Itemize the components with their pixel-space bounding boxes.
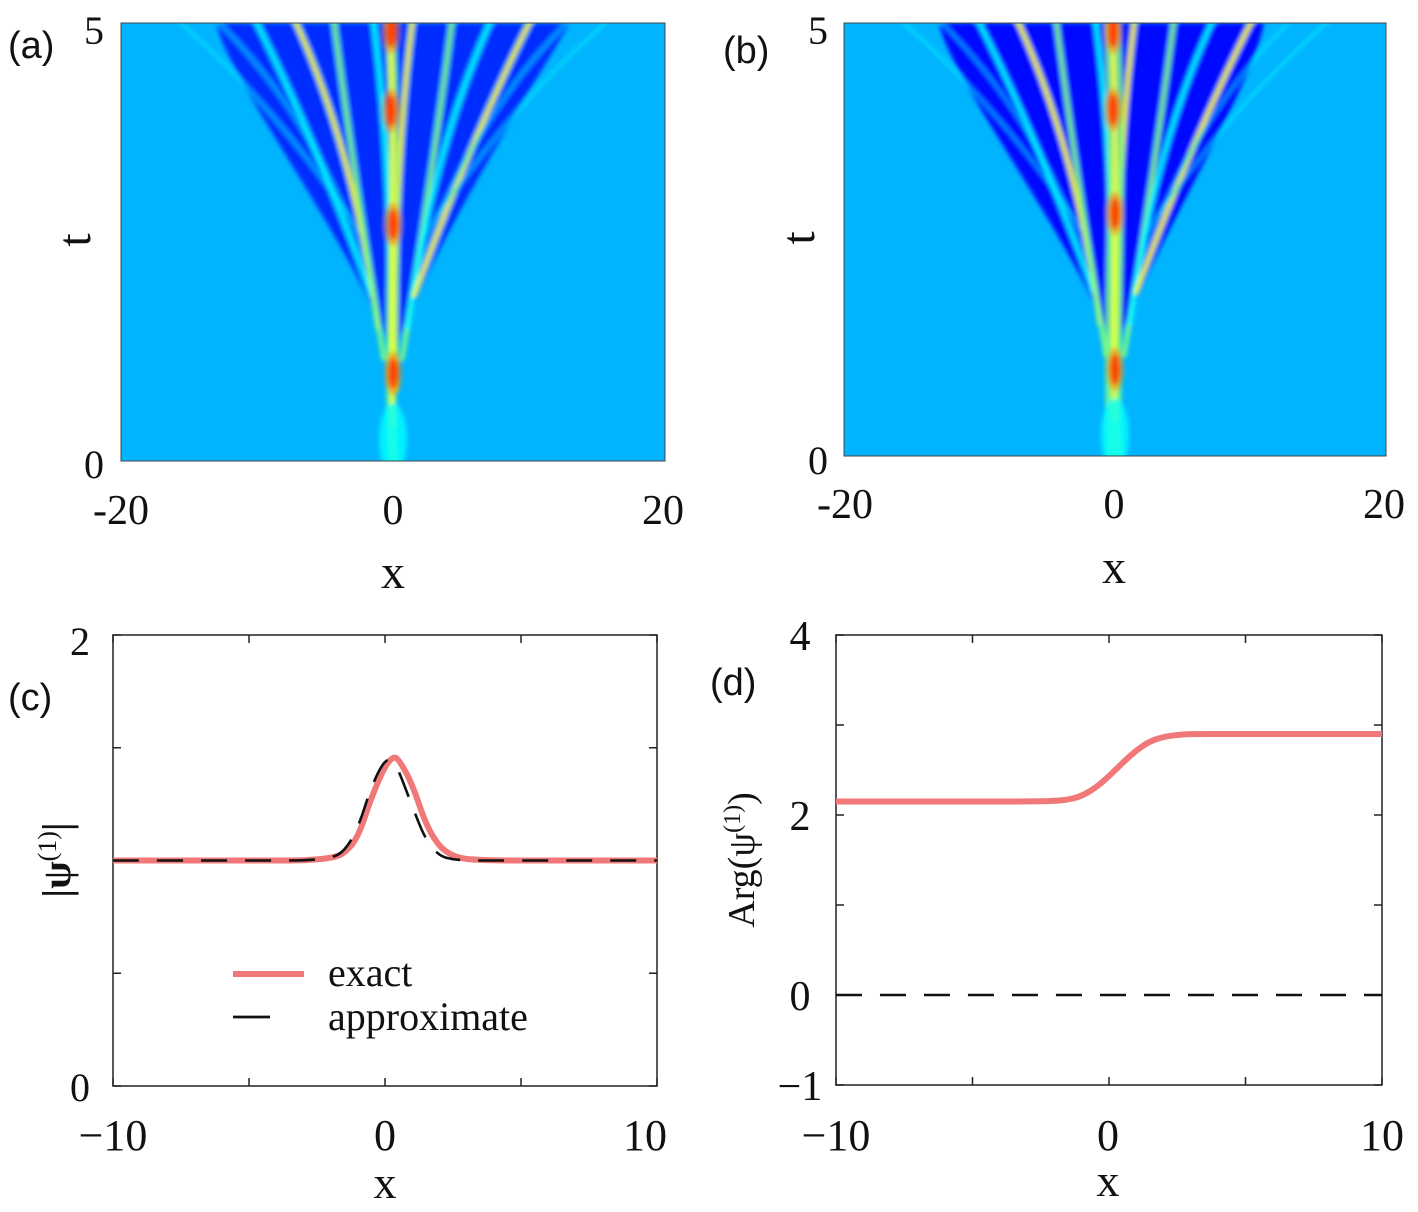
panel-b: (b) 5 0 -20 0 20 x t <box>723 8 1405 594</box>
plot-d-lines <box>836 730 1382 997</box>
panel-d-label: (d) <box>710 662 756 704</box>
plot-d-ytick: 0 <box>790 974 811 1020</box>
heatmap-a-ylabel: t <box>48 233 101 247</box>
heatmap-fan-line <box>418 23 569 266</box>
heatmap-fan-line <box>217 23 368 266</box>
heatmap-peak-halo <box>1104 87 1122 132</box>
heatmap-b-ytick-bottom: 0 <box>808 438 828 483</box>
heatmap-b-xlabel: x <box>1102 541 1126 594</box>
plot-c-ylabel: |ψ(1)| <box>33 822 79 897</box>
heatmap-base-glow <box>379 403 407 461</box>
legend-label-exact: exact <box>328 950 412 995</box>
heatmap-b-xtick-right: 20 <box>1363 482 1405 528</box>
plot-d-xtick-mid: 0 <box>1097 1111 1119 1160</box>
plot-d-yticks: −1 0 2 4 <box>778 614 823 1110</box>
heatmap-a-xtick-right: 20 <box>642 488 684 534</box>
heatmap-fan-line <box>1127 23 1215 326</box>
plot-d-ytick: 4 <box>790 614 811 660</box>
plot-c-ytick-0: 0 <box>70 1065 90 1110</box>
heatmap-fan-line <box>1146 23 1330 232</box>
plot-d-xtick-right: 10 <box>1360 1111 1404 1160</box>
plot-d-ytick: 2 <box>790 794 811 840</box>
plot-c-xtick-right: 10 <box>623 1111 667 1160</box>
heatmap-b-ylabel: t <box>772 231 825 245</box>
heatmap-a-ytick-top: 5 <box>84 8 104 53</box>
plot-c-legend: exact approximate <box>233 950 528 1039</box>
plot-d-tickmarks <box>835 634 1383 1086</box>
panel-a-label: (a) <box>8 25 54 67</box>
heatmap-a-ytick-bottom: 0 <box>84 442 104 487</box>
panel-b-label: (b) <box>723 30 769 72</box>
heatmap-peak-halo <box>1106 191 1124 236</box>
plot-d-xtick-left: −10 <box>802 1111 871 1160</box>
heatmap-a-xtick-mid: 0 <box>383 488 404 534</box>
heatmap-b-xtick-left: -20 <box>817 482 873 528</box>
heatmap-b-xtick-mid: 0 <box>1104 482 1125 528</box>
heatmap-peak-halo <box>384 351 402 396</box>
heatmap-fan-line <box>253 23 375 298</box>
heatmap-peak-halo <box>382 88 400 133</box>
heatmap-b-frame <box>843 22 1387 457</box>
heatmap-base-glow <box>1101 398 1129 456</box>
plot-c-lines <box>113 754 657 864</box>
heatmap-fan-line <box>424 23 608 235</box>
heatmap-fan-line <box>1053 23 1109 358</box>
plot-c-ytick-2: 2 <box>70 619 90 664</box>
heatmap-peak-halo <box>1106 347 1124 392</box>
panel-a: (a) 5 0 -20 0 20 x t <box>8 8 684 599</box>
plot-c-xlabel: x <box>374 1157 397 1208</box>
heatmap-a-xtick-left: -20 <box>93 488 149 534</box>
plot-d-xlabel: x <box>1097 1155 1120 1206</box>
plot-d-line-exact <box>836 730 1382 805</box>
plot-d-frame <box>835 634 1383 1086</box>
heatmap-peak-halo <box>384 202 402 247</box>
panel-c: (c) 2 0 −10 0 10 x |ψ(1)| exact approxim… <box>8 619 667 1208</box>
plot-d-ytick: −1 <box>778 1064 823 1110</box>
heatmap-peak-halo <box>1104 23 1122 54</box>
heatmap-a-plot <box>178 23 608 461</box>
plot-c-line-approximate <box>113 758 657 862</box>
heatmap-fan-line <box>405 23 493 330</box>
heatmap-a-frame <box>120 22 666 462</box>
heatmap-fan-line <box>331 23 387 362</box>
heatmap-peak-halo <box>382 23 400 54</box>
heatmap-fan-line <box>976 23 1097 295</box>
heatmap-b-plot <box>900 23 1330 456</box>
panel-c-label: (c) <box>8 677 52 719</box>
heatmap-fan-line <box>1140 23 1291 263</box>
heatmap-fan-line <box>939 23 1090 263</box>
heatmap-b-ytick-top: 5 <box>808 8 828 53</box>
plot-c-xtick-left: −10 <box>79 1111 148 1160</box>
plot-c-xtick-mid: 0 <box>374 1111 396 1160</box>
legend-label-approximate: approximate <box>328 994 528 1039</box>
heatmap-a-xlabel: x <box>381 546 405 599</box>
plot-d-ylabel: Arg(ψ(1)) <box>720 792 763 928</box>
